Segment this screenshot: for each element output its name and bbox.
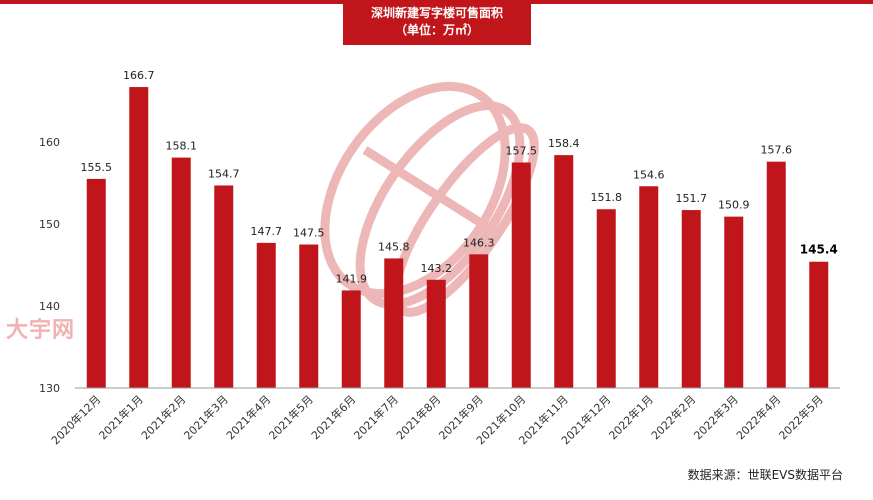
bar <box>86 178 106 388</box>
bar <box>511 162 531 388</box>
value-label: 145.8 <box>378 240 410 253</box>
chart-title: 深圳新建写字楼可售面积 <box>370 6 503 20</box>
bar <box>724 216 744 388</box>
chart-unit: （单位：万㎡） <box>394 23 479 37</box>
x-tick-label: 2021年1月 <box>96 392 146 442</box>
x-tick-label: 2021年4月 <box>223 392 273 442</box>
x-tick-label: 2021年8月 <box>393 392 443 442</box>
watermark-text: 大宇网 <box>6 318 76 343</box>
x-tick-label: 2022年1月 <box>606 392 656 442</box>
x-tick-label: 2021年7月 <box>351 392 401 442</box>
bars-group <box>86 87 829 388</box>
bar <box>554 155 574 388</box>
y-tick-label: 160 <box>39 136 60 149</box>
bar <box>256 242 276 388</box>
bar <box>171 157 191 388</box>
value-label: 158.4 <box>548 137 580 150</box>
value-label: 151.7 <box>676 192 708 205</box>
value-labels-group: 155.5 166.7 158.1 154.7 147.7 147.5 141.9 145.8… <box>81 69 838 285</box>
x-tick-label: 2022年4月 <box>733 392 783 442</box>
y-tick-label: 130 <box>39 382 60 395</box>
bar <box>469 254 489 388</box>
bar <box>809 261 829 388</box>
x-tick-label: 2021年2月 <box>138 392 188 442</box>
x-tick-label: 2021年3月 <box>181 392 231 442</box>
bar <box>129 87 149 388</box>
value-label: 157.5 <box>506 145 538 158</box>
value-label: 147.5 <box>293 227 325 240</box>
value-label: 141.9 <box>336 272 368 285</box>
value-label: 151.8 <box>591 191 623 204</box>
value-label: 154.7 <box>208 167 240 180</box>
value-label: 157.6 <box>761 144 793 157</box>
x-tick-label: 2020年12月 <box>48 392 103 447</box>
bar <box>766 161 786 388</box>
value-label: 155.5 <box>81 161 113 174</box>
x-tick-label: 2021年5月 <box>266 392 316 442</box>
bar <box>299 244 319 388</box>
x-tick-label: 2021年6月 <box>308 392 358 442</box>
value-label: 150.9 <box>718 199 750 212</box>
value-label: 147.7 <box>251 225 283 238</box>
y-axis: 130 140 150 160 <box>39 136 60 395</box>
value-label: 158.1 <box>166 140 198 153</box>
bar <box>426 279 446 388</box>
x-tick-labels-group: 2020年12月2021年1月2021年2月2021年3月2021年4月2021… <box>48 392 826 447</box>
chart-title-banner: 深圳新建写字楼可售面积 （单位：万㎡） <box>343 0 531 45</box>
bar <box>214 185 234 388</box>
value-label: 146.3 <box>463 236 495 249</box>
value-label: 166.7 <box>123 69 155 82</box>
x-tick-label: 2022年3月 <box>691 392 741 442</box>
x-tick-label: 2022年2月 <box>648 392 698 442</box>
x-tick-label: 2022年5月 <box>776 392 826 442</box>
value-label: 154.6 <box>633 168 665 181</box>
bar <box>596 209 616 388</box>
y-tick-label: 140 <box>39 300 60 313</box>
y-tick-label: 150 <box>39 218 60 231</box>
bar <box>384 258 404 388</box>
value-label: 143.2 <box>421 262 453 275</box>
bar <box>639 186 659 388</box>
data-source: 数据来源：世联EVS数据平台 <box>687 468 843 482</box>
bar <box>681 210 701 388</box>
bar <box>341 290 361 388</box>
value-label: 145.4 <box>800 243 838 257</box>
